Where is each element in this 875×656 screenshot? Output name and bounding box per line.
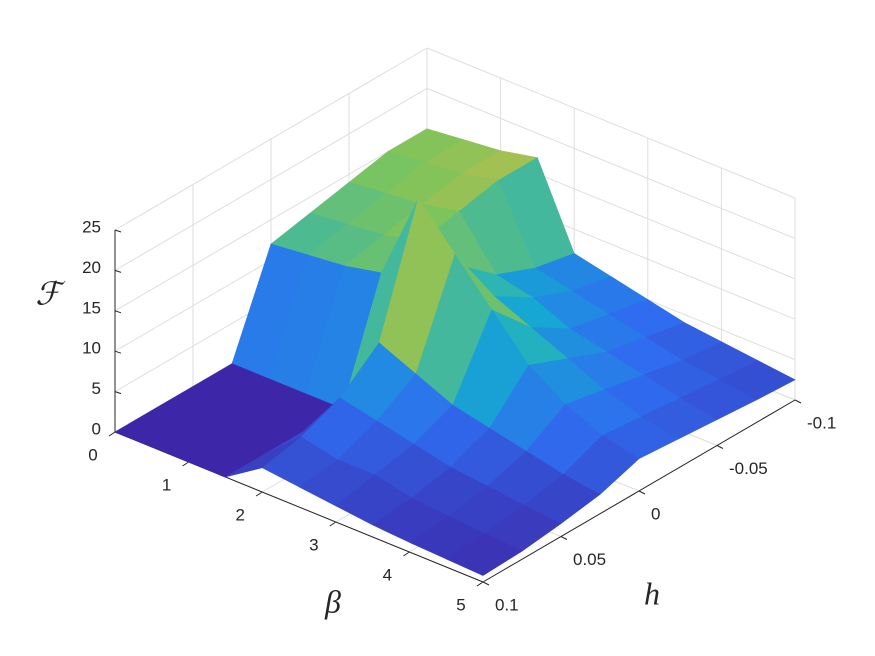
tick-mark: [114, 269, 122, 273]
x-tick-label: 3: [309, 535, 318, 554]
tick-mark: [476, 581, 484, 587]
y-tick-label: -0.05: [729, 459, 768, 478]
z-axis-label: ℱ: [35, 275, 66, 311]
tick-mark: [114, 229, 122, 233]
tick-mark: [255, 491, 263, 497]
z-tick-label: 10: [82, 339, 101, 358]
surface-patch: [445, 533, 523, 576]
tick-mark: [182, 461, 189, 467]
y-tick-label: 0: [651, 504, 660, 523]
x-axis-label: β: [324, 583, 341, 619]
tick-mark: [716, 445, 724, 449]
axis-line: [482, 399, 796, 583]
tick-mark: [482, 581, 490, 586]
tick-mark: [794, 399, 802, 404]
z-tick-label: 15: [82, 298, 101, 317]
x-tick-label: 0: [88, 445, 97, 464]
z-tick-label: 5: [92, 379, 101, 398]
z-tick-label: 0: [92, 419, 101, 438]
grid-line: [426, 87, 796, 239]
grid-line: [426, 47, 796, 199]
y-tick-label: 0.1: [495, 595, 519, 614]
x-tick-label: 5: [456, 595, 465, 614]
x-tick-label: 2: [235, 505, 244, 524]
y-tick-label: -0.1: [807, 413, 836, 432]
tick-mark: [114, 350, 122, 354]
z-tick-label: 25: [82, 217, 101, 236]
z-tick-label: 20: [82, 258, 101, 277]
tick-mark: [403, 551, 410, 557]
x-tick-label: 4: [383, 565, 392, 584]
y-tick-label: 0.05: [573, 550, 606, 569]
tick-mark: [638, 490, 646, 495]
x-tick-label: 1: [162, 475, 171, 494]
tick-mark: [114, 310, 122, 314]
tick-mark: [114, 391, 122, 395]
tick-mark: [108, 431, 116, 437]
tick-mark: [329, 521, 337, 527]
tick-mark: [560, 536, 568, 540]
y-axis-label: h: [644, 575, 660, 611]
